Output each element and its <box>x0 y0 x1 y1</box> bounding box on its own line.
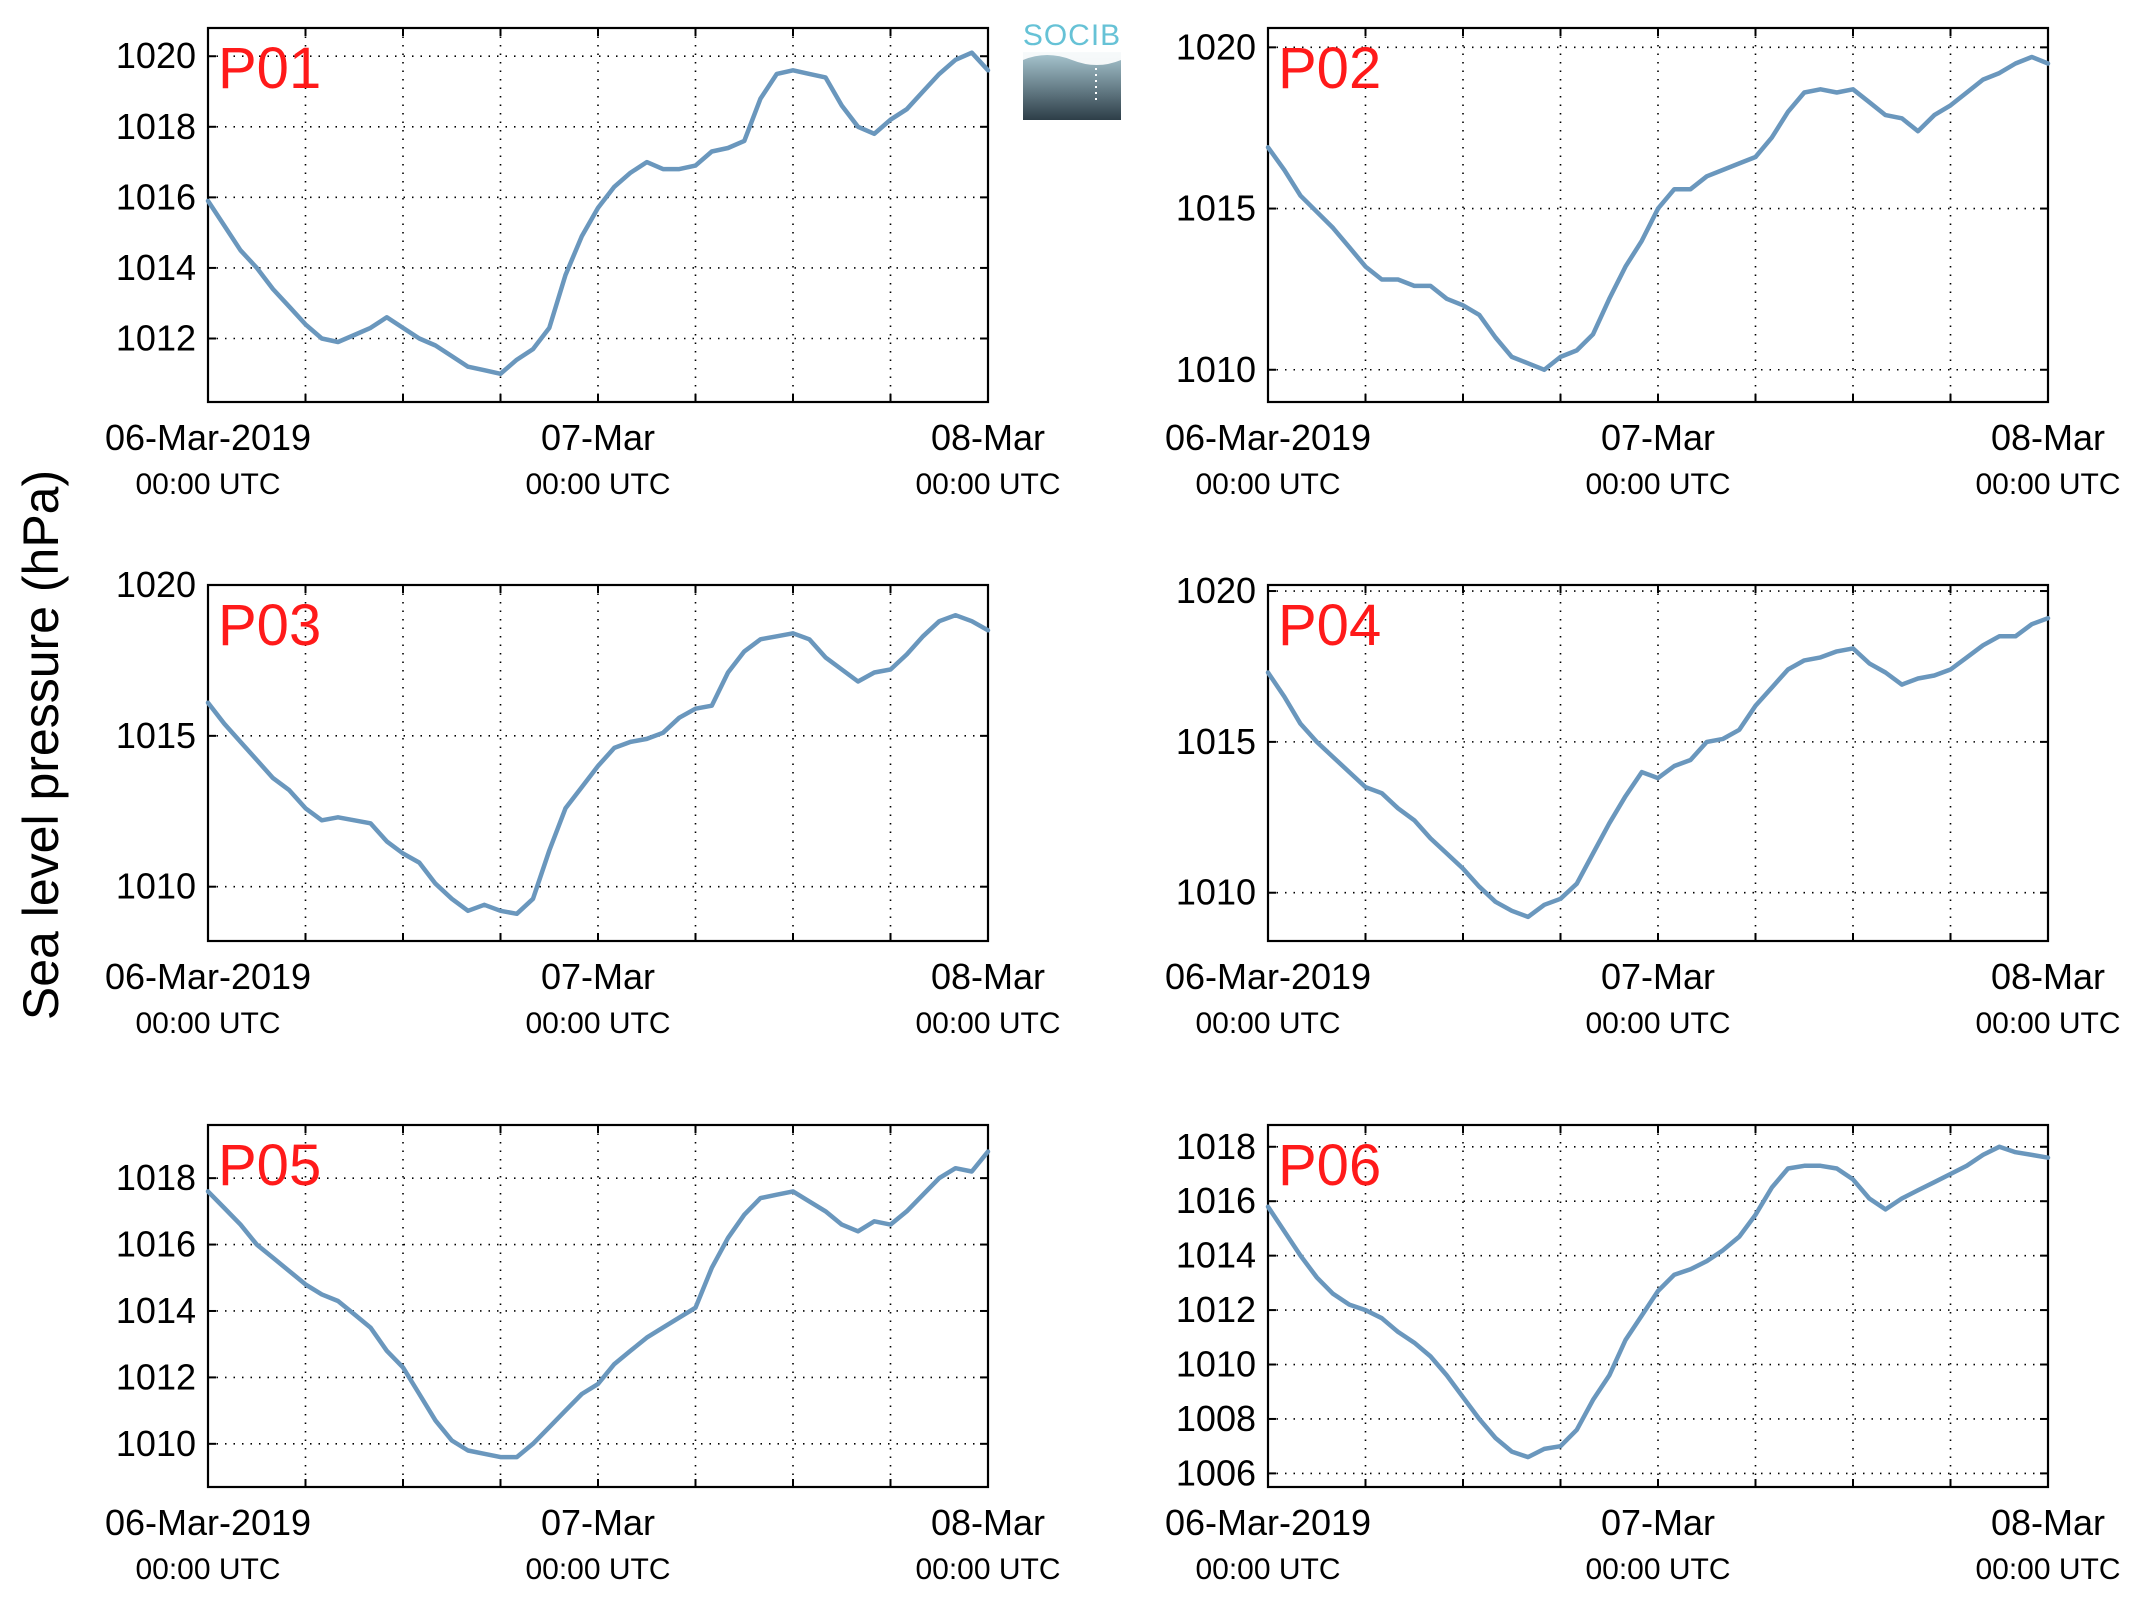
pressure-series-line <box>1265 1144 2051 1460</box>
pressure-series-line <box>205 612 991 917</box>
x-tick-label: 06-Mar-2019 <box>1165 956 1371 997</box>
panel-tag: P05 <box>218 1133 321 1198</box>
x-tick-sublabel: 00:00 UTC <box>915 468 1060 501</box>
x-tick-sublabel: 00:00 UTC <box>915 1007 1060 1040</box>
x-tick-label: 06-Mar-2019 <box>105 956 311 997</box>
x-tick-label: 08-Mar <box>1991 1502 2105 1543</box>
pressure-series-line <box>1265 54 2051 373</box>
y-tick-label: 1016 <box>116 1224 196 1265</box>
panel-p01: 1012 1014 1016 1018 1020 06-Mar-2019 00:00 UTC… <box>105 26 1061 501</box>
x-tick-sublabel: 00:00 UTC <box>1195 1007 1340 1040</box>
x-tick-sublabel: 00:00 UTC <box>1975 1553 2120 1586</box>
panel-p04: 1010 1015 1020 06-Mar-2019 00:00 UTC 07-Mar 00… <box>1165 570 2121 1040</box>
x-tick-label: 06-Mar-2019 <box>1165 1502 1371 1543</box>
plot-frame <box>1266 1123 2050 1489</box>
y-tick-label: 1016 <box>116 176 196 217</box>
x-tick-label: 06-Mar-2019 <box>1165 417 1371 458</box>
x-tick-sublabel: 00:00 UTC <box>1585 1007 1730 1040</box>
panel-tag: P03 <box>218 593 321 658</box>
logo-wave <box>1023 52 1121 65</box>
y-tick-label: 1006 <box>1176 1452 1256 1493</box>
pressure-series-line <box>205 1149 991 1460</box>
panel-tag: P02 <box>1278 36 1381 101</box>
y-tick-label: 1010 <box>116 1423 196 1464</box>
x-tick-sublabel: 00:00 UTC <box>1585 468 1730 501</box>
plot-frame <box>206 1123 990 1489</box>
x-tick-label: 07-Mar <box>541 1502 655 1543</box>
x-tick-label: 08-Mar <box>931 1502 1045 1543</box>
x-tick-sublabel: 00:00 UTC <box>135 1007 280 1040</box>
panel-tag: P01 <box>218 36 321 101</box>
y-tick-label: 1012 <box>116 1356 196 1397</box>
y-tick-label: 1015 <box>116 715 196 756</box>
y-tick-label: 1015 <box>1176 721 1256 762</box>
panel-tag: P04 <box>1278 593 1381 658</box>
panel-tag: P06 <box>1278 1133 1381 1198</box>
x-tick-label: 07-Mar <box>1601 417 1715 458</box>
x-tick-label: 08-Mar <box>1991 956 2105 997</box>
pressure-series-line <box>1265 615 2051 920</box>
y-tick-label: 1020 <box>1176 570 1256 611</box>
x-tick-sublabel: 00:00 UTC <box>525 1553 670 1586</box>
y-tick-label: 1012 <box>1176 1289 1256 1330</box>
y-tick-label: 1010 <box>1176 1344 1256 1385</box>
x-tick-sublabel: 00:00 UTC <box>135 468 280 501</box>
x-tick-sublabel: 00:00 UTC <box>525 1007 670 1040</box>
x-tick-label: 07-Mar <box>1601 956 1715 997</box>
y-tick-label: 1015 <box>1176 188 1256 229</box>
x-tick-label: 06-Mar-2019 <box>105 417 311 458</box>
x-tick-sublabel: 00:00 UTC <box>1195 468 1340 501</box>
y-tick-label: 1020 <box>116 35 196 76</box>
x-tick-sublabel: 00:00 UTC <box>915 1553 1060 1586</box>
panel-p05: 1010 1012 1014 1016 1018 06-Mar-2019 00:00 UTC… <box>105 1123 1061 1586</box>
pressure-series-line <box>205 50 991 377</box>
x-tick-sublabel: 00:00 UTC <box>135 1553 280 1586</box>
x-tick-label: 07-Mar <box>541 956 655 997</box>
panel-p06: 1006 1008 1010 1012 1014 1016 1018 06-Mar-2019 0… <box>1165 1123 2121 1586</box>
socib-logo: SOCIB <box>1023 19 1121 120</box>
x-tick-label: 07-Mar <box>1601 1502 1715 1543</box>
y-tick-label: 1010 <box>1176 872 1256 913</box>
x-tick-label: 06-Mar-2019 <box>105 1502 311 1543</box>
y-tick-label: 1014 <box>1176 1235 1256 1276</box>
x-tick-label: 08-Mar <box>931 417 1045 458</box>
y-tick-label: 1014 <box>116 1290 196 1331</box>
panel-p03: 1010 1015 1020 06-Mar-2019 00:00 UTC 07-Mar 00… <box>105 564 1061 1040</box>
plot-frame <box>1266 583 2050 943</box>
y-tick-label: 1018 <box>1176 1126 1256 1167</box>
y-tick-label: 1010 <box>116 866 196 907</box>
y-tick-label: 1012 <box>116 317 196 358</box>
y-tick-label: 1008 <box>1176 1398 1256 1439</box>
x-tick-label: 08-Mar <box>1991 417 2105 458</box>
logo-text: SOCIB <box>1023 19 1121 52</box>
x-tick-sublabel: 00:00 UTC <box>1195 1553 1340 1586</box>
panel-p02: 1010 1015 1020 06-Mar-2019 00:00 UTC 07-Mar 00… <box>1165 26 2121 501</box>
x-tick-sublabel: 00:00 UTC <box>1975 468 2120 501</box>
y-tick-label: 1020 <box>1176 26 1256 67</box>
y-tick-label: 1020 <box>116 564 196 605</box>
y-tick-label: 1016 <box>1176 1180 1256 1221</box>
y-tick-label: 1018 <box>116 1157 196 1198</box>
x-tick-sublabel: 00:00 UTC <box>525 468 670 501</box>
x-tick-sublabel: 00:00 UTC <box>1975 1007 2120 1040</box>
y-tick-label: 1010 <box>1176 349 1256 390</box>
y-tick-label: 1014 <box>116 247 196 288</box>
x-tick-sublabel: 00:00 UTC <box>1585 1553 1730 1586</box>
y-axis-label: Sea level pressure (hPa) <box>13 470 69 1020</box>
panels: 1012 1014 1016 1018 1020 06-Mar-2019 00:00 UTC… <box>105 26 2121 1586</box>
x-tick-label: 08-Mar <box>931 956 1045 997</box>
y-tick-label: 1018 <box>116 106 196 147</box>
x-tick-label: 07-Mar <box>541 417 655 458</box>
